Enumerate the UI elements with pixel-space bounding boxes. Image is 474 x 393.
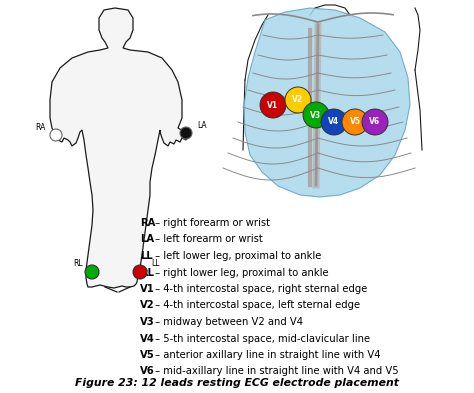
Text: V5: V5: [349, 118, 361, 127]
Text: V6: V6: [140, 367, 155, 376]
Circle shape: [362, 109, 388, 135]
Polygon shape: [50, 8, 188, 288]
Text: V5: V5: [140, 350, 155, 360]
Text: – 5-th intercostal space, mid-clavicular line: – 5-th intercostal space, mid-clavicular…: [152, 334, 370, 343]
Polygon shape: [244, 8, 410, 197]
Text: V2: V2: [292, 95, 303, 105]
Text: LL: LL: [140, 251, 153, 261]
Circle shape: [133, 265, 147, 279]
Text: V3: V3: [140, 317, 155, 327]
Text: Figure 23: 12 leads resting ECG electrode placement: Figure 23: 12 leads resting ECG electrod…: [75, 378, 399, 388]
Text: V4: V4: [140, 334, 155, 343]
Text: LL: LL: [152, 259, 160, 268]
Text: RA: RA: [35, 123, 45, 132]
Text: V2: V2: [140, 301, 155, 310]
Text: LA: LA: [140, 235, 154, 244]
Circle shape: [303, 102, 329, 128]
Text: – 4-th intercostal space, left sternal edge: – 4-th intercostal space, left sternal e…: [152, 301, 360, 310]
Circle shape: [50, 129, 62, 141]
Text: V3: V3: [310, 110, 321, 119]
Text: – right forearm or wrist: – right forearm or wrist: [152, 218, 270, 228]
Text: V1: V1: [140, 284, 155, 294]
Text: V6: V6: [369, 118, 381, 127]
Circle shape: [260, 92, 286, 118]
Text: RL: RL: [73, 259, 83, 268]
Text: – left forearm or wrist: – left forearm or wrist: [152, 235, 262, 244]
Text: – anterior axillary line in straight line with V4: – anterior axillary line in straight lin…: [152, 350, 380, 360]
Circle shape: [342, 109, 368, 135]
Text: – left lower leg, proximal to ankle: – left lower leg, proximal to ankle: [152, 251, 321, 261]
Text: – mid-axillary line in straight line with V4 and V5: – mid-axillary line in straight line wit…: [152, 367, 398, 376]
Text: – midway between V2 and V4: – midway between V2 and V4: [152, 317, 302, 327]
Text: V4: V4: [328, 118, 339, 127]
Circle shape: [285, 87, 311, 113]
Text: LA: LA: [197, 121, 207, 130]
Text: – 4-th intercostal space, right sternal edge: – 4-th intercostal space, right sternal …: [152, 284, 367, 294]
Text: RL: RL: [140, 268, 154, 277]
Circle shape: [180, 127, 192, 139]
Text: RA: RA: [140, 218, 155, 228]
Circle shape: [85, 265, 99, 279]
Text: – right lower leg, proximal to ankle: – right lower leg, proximal to ankle: [152, 268, 328, 277]
Circle shape: [321, 109, 347, 135]
Text: V1: V1: [267, 101, 279, 110]
